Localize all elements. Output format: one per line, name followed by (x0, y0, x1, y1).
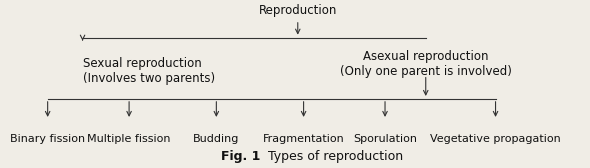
Text: Budding: Budding (193, 134, 240, 144)
Text: Fragmentation: Fragmentation (263, 134, 345, 144)
Text: Types of reproduction: Types of reproduction (264, 150, 403, 163)
Text: Binary fission: Binary fission (10, 134, 85, 144)
Text: Fig. 1: Fig. 1 (221, 150, 260, 163)
Text: Sporulation: Sporulation (353, 134, 417, 144)
Text: Sexual reproduction
(Involves two parents): Sexual reproduction (Involves two parent… (83, 57, 215, 85)
Text: Vegetative propagation: Vegetative propagation (430, 134, 561, 144)
Text: Reproduction: Reproduction (258, 4, 337, 17)
Text: Asexual reproduction
(Only one parent is involved): Asexual reproduction (Only one parent is… (340, 51, 512, 78)
Text: Multiple fission: Multiple fission (87, 134, 171, 144)
